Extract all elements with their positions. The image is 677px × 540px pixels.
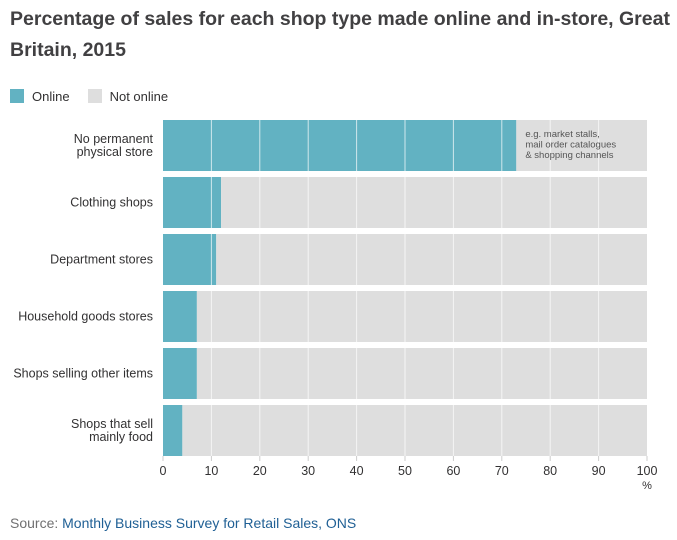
category-label: No permanent physical store	[74, 132, 154, 159]
source-note: Source: Monthly Business Survey for Reta…	[10, 515, 356, 531]
bar-not-online	[182, 405, 648, 456]
category-label: Shops selling other items	[13, 367, 153, 381]
x-tick-label: 90	[592, 464, 606, 478]
bar-online	[163, 291, 197, 342]
bar-not-online	[516, 120, 647, 171]
legend-item-online: Online	[10, 89, 70, 104]
chart-title: Percentage of sales for each shop type m…	[10, 8, 670, 61]
legend-label-not-online: Not online	[109, 88, 169, 104]
x-tick-label: 10	[204, 464, 218, 478]
annotation: e.g. market stalls, mail order catalogues…	[525, 129, 616, 161]
x-tick-label: 30	[301, 464, 315, 478]
legend: Online Not online	[10, 88, 186, 104]
x-tick-label: 70	[495, 464, 509, 478]
bar-online	[163, 348, 197, 399]
bar-online	[163, 405, 183, 456]
category-label: Household goods stores	[18, 310, 153, 324]
source-link[interactable]: Monthly Business Survey for Retail Sales…	[62, 515, 357, 531]
category-label: Department stores	[50, 253, 153, 267]
bar-not-online	[221, 177, 647, 228]
source-prefix: Source:	[10, 515, 63, 531]
legend-swatch-online	[10, 89, 24, 103]
legend-label-online: Online	[32, 88, 70, 104]
x-unit-label: %	[642, 480, 652, 492]
bar-chart: No permanent physical store Clothing shops…	[13, 120, 658, 492]
x-tick-label: 60	[446, 464, 460, 478]
x-tick-label: 80	[543, 464, 557, 478]
bar-online	[163, 177, 222, 228]
bar-not-online	[216, 234, 648, 285]
category-label: Shops that sell mainly food	[71, 417, 153, 444]
bar-not-online	[196, 291, 647, 342]
bar-not-online	[196, 348, 647, 399]
x-tick-label: 100	[637, 464, 658, 478]
legend-item-not-online: Not online	[87, 88, 169, 104]
x-tick-label: 40	[350, 464, 364, 478]
legend-swatch-not-online	[87, 89, 102, 103]
x-tick-label: 50	[398, 464, 412, 478]
x-tick-label: 0	[160, 464, 167, 478]
bar-online	[163, 234, 217, 285]
x-tick-label: 20	[253, 464, 267, 478]
bar-online	[163, 120, 517, 171]
category-label: Clothing shops	[70, 196, 153, 210]
